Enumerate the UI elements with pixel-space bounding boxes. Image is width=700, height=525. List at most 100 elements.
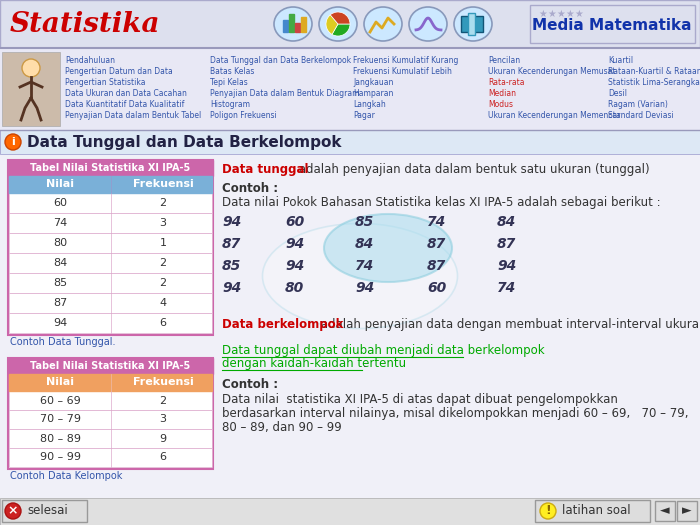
Text: 74: 74 [497,281,517,295]
Text: Data Kuantitatif Data Kualitatif: Data Kuantitatif Data Kualitatif [65,100,184,109]
Text: ◄: ◄ [660,505,670,518]
Text: 87: 87 [53,298,67,308]
Text: Desil: Desil [608,89,627,98]
Text: 3: 3 [160,218,167,228]
Text: 84: 84 [355,237,374,251]
Ellipse shape [324,214,452,282]
Circle shape [22,59,40,77]
Text: Statistika: Statistika [10,10,160,37]
Text: .: . [363,357,367,370]
Text: adalah penyajian data dengan membuat interval-interval ukuran data (kelompok).: adalah penyajian data dengan membuat int… [317,318,700,331]
Text: adalah penyajian data dalam bentuk satu ukuran (tunggal): adalah penyajian data dalam bentuk satu … [295,163,650,176]
Text: 80 – 89, dan 90 – 99: 80 – 89, dan 90 – 99 [222,421,342,434]
Text: Pencilan: Pencilan [488,56,520,65]
Text: ★: ★ [556,9,565,19]
Text: 94: 94 [285,259,304,273]
FancyBboxPatch shape [9,213,212,233]
Ellipse shape [319,7,357,41]
Text: Frekuensi Kumulatif Lebih: Frekuensi Kumulatif Lebih [353,67,452,76]
Text: Data nilai Pokok Bahasan Statistika kelas XI IPA-5 adalah sebagai berikut :: Data nilai Pokok Bahasan Statistika kela… [222,196,661,209]
FancyBboxPatch shape [295,23,300,32]
Text: 94: 94 [53,318,67,328]
Text: Kuartil: Kuartil [608,56,633,65]
Text: Rata-rata: Rata-rata [488,78,524,87]
Text: 1: 1 [160,238,167,248]
Text: Data Ukuran dan Data Cacahan: Data Ukuran dan Data Cacahan [65,89,187,98]
Text: 70 – 79: 70 – 79 [39,415,80,425]
FancyBboxPatch shape [0,498,700,525]
Text: 85: 85 [355,215,374,229]
Text: 85: 85 [222,259,242,273]
Text: 85: 85 [53,278,67,288]
FancyBboxPatch shape [289,14,294,32]
Ellipse shape [409,7,447,41]
Text: Rataan-Kuartil & Rataan-tiga: Rataan-Kuartil & Rataan-tiga [608,67,700,76]
Text: Ragam (Varian): Ragam (Varian) [608,100,668,109]
FancyBboxPatch shape [0,48,700,130]
Ellipse shape [274,7,312,41]
Text: Ukuran Kecenderungan Memusat: Ukuran Kecenderungan Memusat [488,67,615,76]
Text: ►: ► [682,505,692,518]
Text: latihan soal: latihan soal [562,505,631,518]
Text: i: i [11,137,15,147]
Text: Penyajian Data dalam Bentuk Tabel: Penyajian Data dalam Bentuk Tabel [65,111,202,120]
Text: 9: 9 [160,434,167,444]
Text: 6: 6 [160,318,167,328]
Text: Data tunggal: Data tunggal [222,163,309,176]
Text: Data nilai  statistika XI IPA-5 di atas dapat dibuat pengelompokkan: Data nilai statistika XI IPA-5 di atas d… [222,393,618,406]
Text: Penyajian Data dalam Bentuk Diagram: Penyajian Data dalam Bentuk Diagram [210,89,360,98]
Text: Frekuensi: Frekuensi [132,179,193,189]
Text: Data berkelompok: Data berkelompok [222,318,344,331]
FancyBboxPatch shape [9,313,212,333]
Text: 60: 60 [427,281,447,295]
Text: Ukuran Kecenderungan Memencar: Ukuran Kecenderungan Memencar [488,111,620,120]
Text: 2: 2 [160,258,167,268]
FancyBboxPatch shape [9,448,212,467]
FancyBboxPatch shape [9,273,212,293]
Text: !: ! [545,505,551,518]
FancyBboxPatch shape [461,16,483,32]
Wedge shape [330,12,350,24]
Text: selesai: selesai [27,505,68,518]
FancyBboxPatch shape [535,500,650,522]
Text: 94: 94 [222,281,242,295]
Text: 80: 80 [285,281,304,295]
Wedge shape [332,24,350,36]
Wedge shape [326,15,338,35]
Text: dengan kaidah-kaidah tertentu: dengan kaidah-kaidah tertentu [222,357,406,370]
Text: 94: 94 [355,281,374,295]
Text: ★: ★ [538,9,547,19]
Text: 80: 80 [53,238,67,248]
Text: 90 – 99: 90 – 99 [39,453,80,463]
Text: 60 – 69: 60 – 69 [40,395,80,405]
Text: Tabel Nilai Statistika XI IPA-5: Tabel Nilai Statistika XI IPA-5 [30,361,190,371]
Text: Histogram: Histogram [210,100,250,109]
Circle shape [5,503,21,519]
FancyBboxPatch shape [0,130,700,154]
Ellipse shape [262,224,458,329]
Text: Contoh :: Contoh : [222,182,278,195]
Text: Poligon Frekuensi: Poligon Frekuensi [210,111,276,120]
Text: Batas Kelas: Batas Kelas [210,67,254,76]
FancyBboxPatch shape [677,501,697,521]
Text: 6: 6 [160,453,167,463]
Text: Pengertian Statistika: Pengertian Statistika [65,78,146,87]
Text: Nilai: Nilai [46,179,74,189]
Text: 80 – 89: 80 – 89 [39,434,80,444]
FancyBboxPatch shape [8,160,213,335]
FancyBboxPatch shape [530,5,695,43]
Ellipse shape [364,7,402,41]
Text: 4: 4 [160,298,167,308]
Text: 94: 94 [222,215,242,229]
Text: Frekuensi: Frekuensi [132,377,193,387]
Text: ★: ★ [565,9,574,19]
Text: 87: 87 [427,259,447,273]
Text: Contoh Data Tunggal.: Contoh Data Tunggal. [10,337,116,347]
Text: Tabel Nilai Statistika XI IPA-5: Tabel Nilai Statistika XI IPA-5 [30,163,190,173]
Text: 60: 60 [53,198,67,208]
Ellipse shape [454,7,492,41]
FancyBboxPatch shape [9,293,212,313]
FancyBboxPatch shape [8,358,213,469]
FancyBboxPatch shape [0,0,700,48]
FancyBboxPatch shape [301,17,306,32]
